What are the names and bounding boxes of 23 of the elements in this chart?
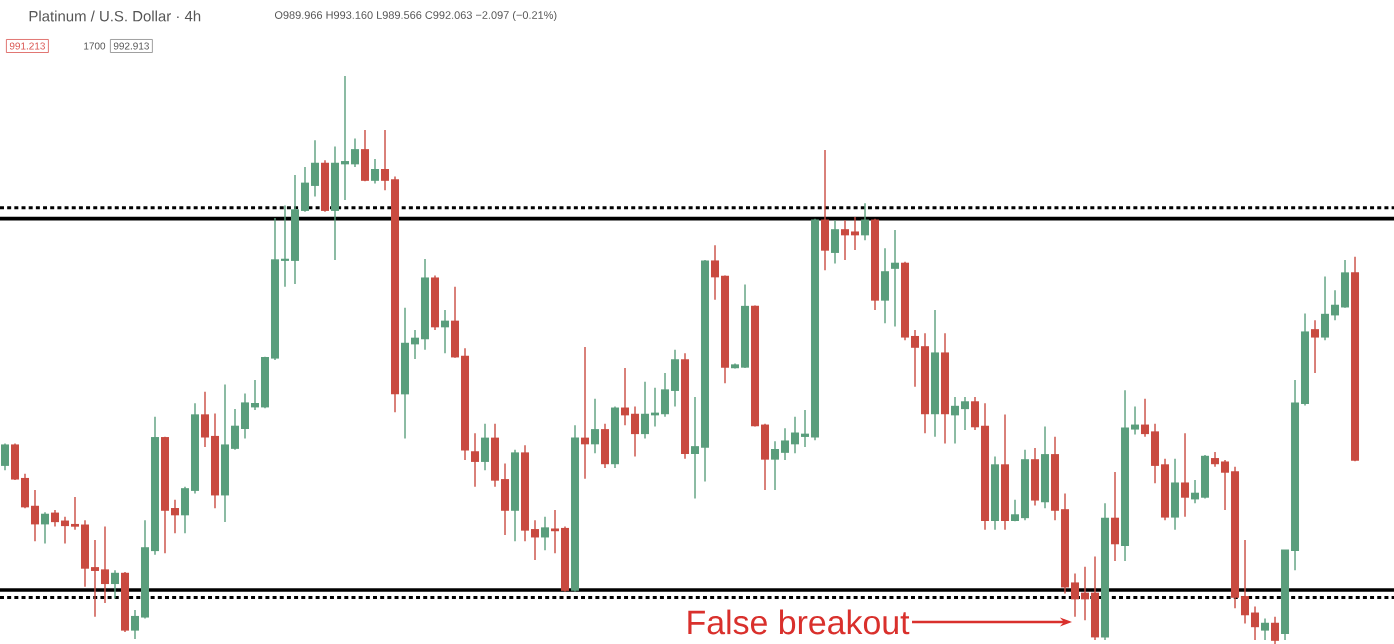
candlestick (1261, 617, 1270, 641)
candlestick (881, 247, 890, 324)
candlestick (1271, 616, 1280, 644)
candlestick (1031, 447, 1040, 507)
candlestick (41, 511, 49, 545)
candlestick (591, 397, 600, 454)
candlestick (1111, 471, 1120, 562)
candlestick (371, 158, 379, 185)
candlestick (601, 422, 610, 469)
candlestick (471, 432, 480, 488)
candlestick (111, 569, 119, 600)
candlestick (821, 149, 830, 272)
candlestick (1181, 432, 1190, 518)
candlestick (1311, 319, 1320, 374)
annotation: False breakout (688, 609, 910, 635)
candlestick (861, 202, 870, 241)
candlestick (1, 442, 9, 471)
candlestick (831, 219, 840, 265)
candlestick (891, 229, 900, 328)
candlestick (361, 129, 369, 182)
candlestick (481, 422, 490, 471)
candlestick (1171, 458, 1180, 531)
candlestick (541, 516, 550, 551)
